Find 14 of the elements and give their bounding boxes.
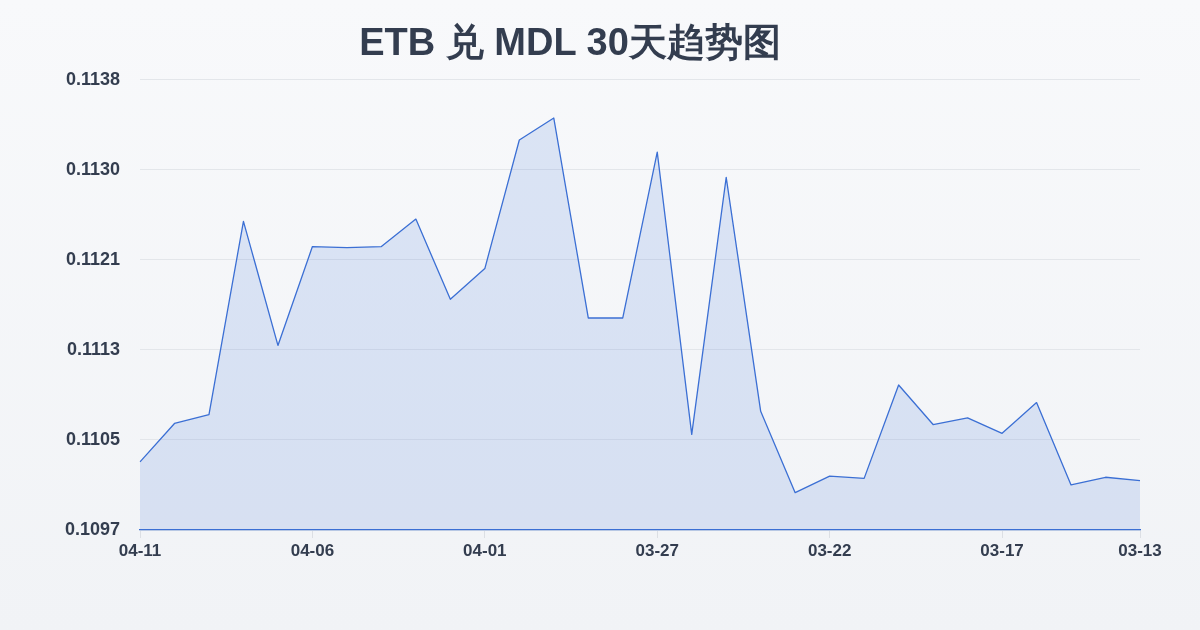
x-tick-label: 03-27 bbox=[635, 540, 679, 560]
x-tick-label: 03-13 bbox=[1118, 540, 1162, 560]
y-tick-label: 0.1113 bbox=[66, 338, 120, 359]
x-tick-label: 03-22 bbox=[807, 540, 852, 560]
y-tick-label: 0.1097 bbox=[64, 518, 120, 539]
x-tick-label: 04-01 bbox=[463, 540, 507, 560]
y-tick-label: 0.1130 bbox=[65, 158, 120, 179]
y-tick-label: 0.1121 bbox=[65, 248, 120, 269]
x-tick-label: 04-11 bbox=[118, 540, 162, 560]
x-tick-label: 04-06 bbox=[290, 540, 335, 560]
chart-title: ETB 兑 MDL 30天趋势图 bbox=[359, 21, 781, 64]
x-tick-label: 03-17 bbox=[980, 540, 1024, 560]
y-tick-label: 0.1138 bbox=[65, 68, 120, 89]
y-tick-label: 0.1105 bbox=[65, 428, 120, 449]
